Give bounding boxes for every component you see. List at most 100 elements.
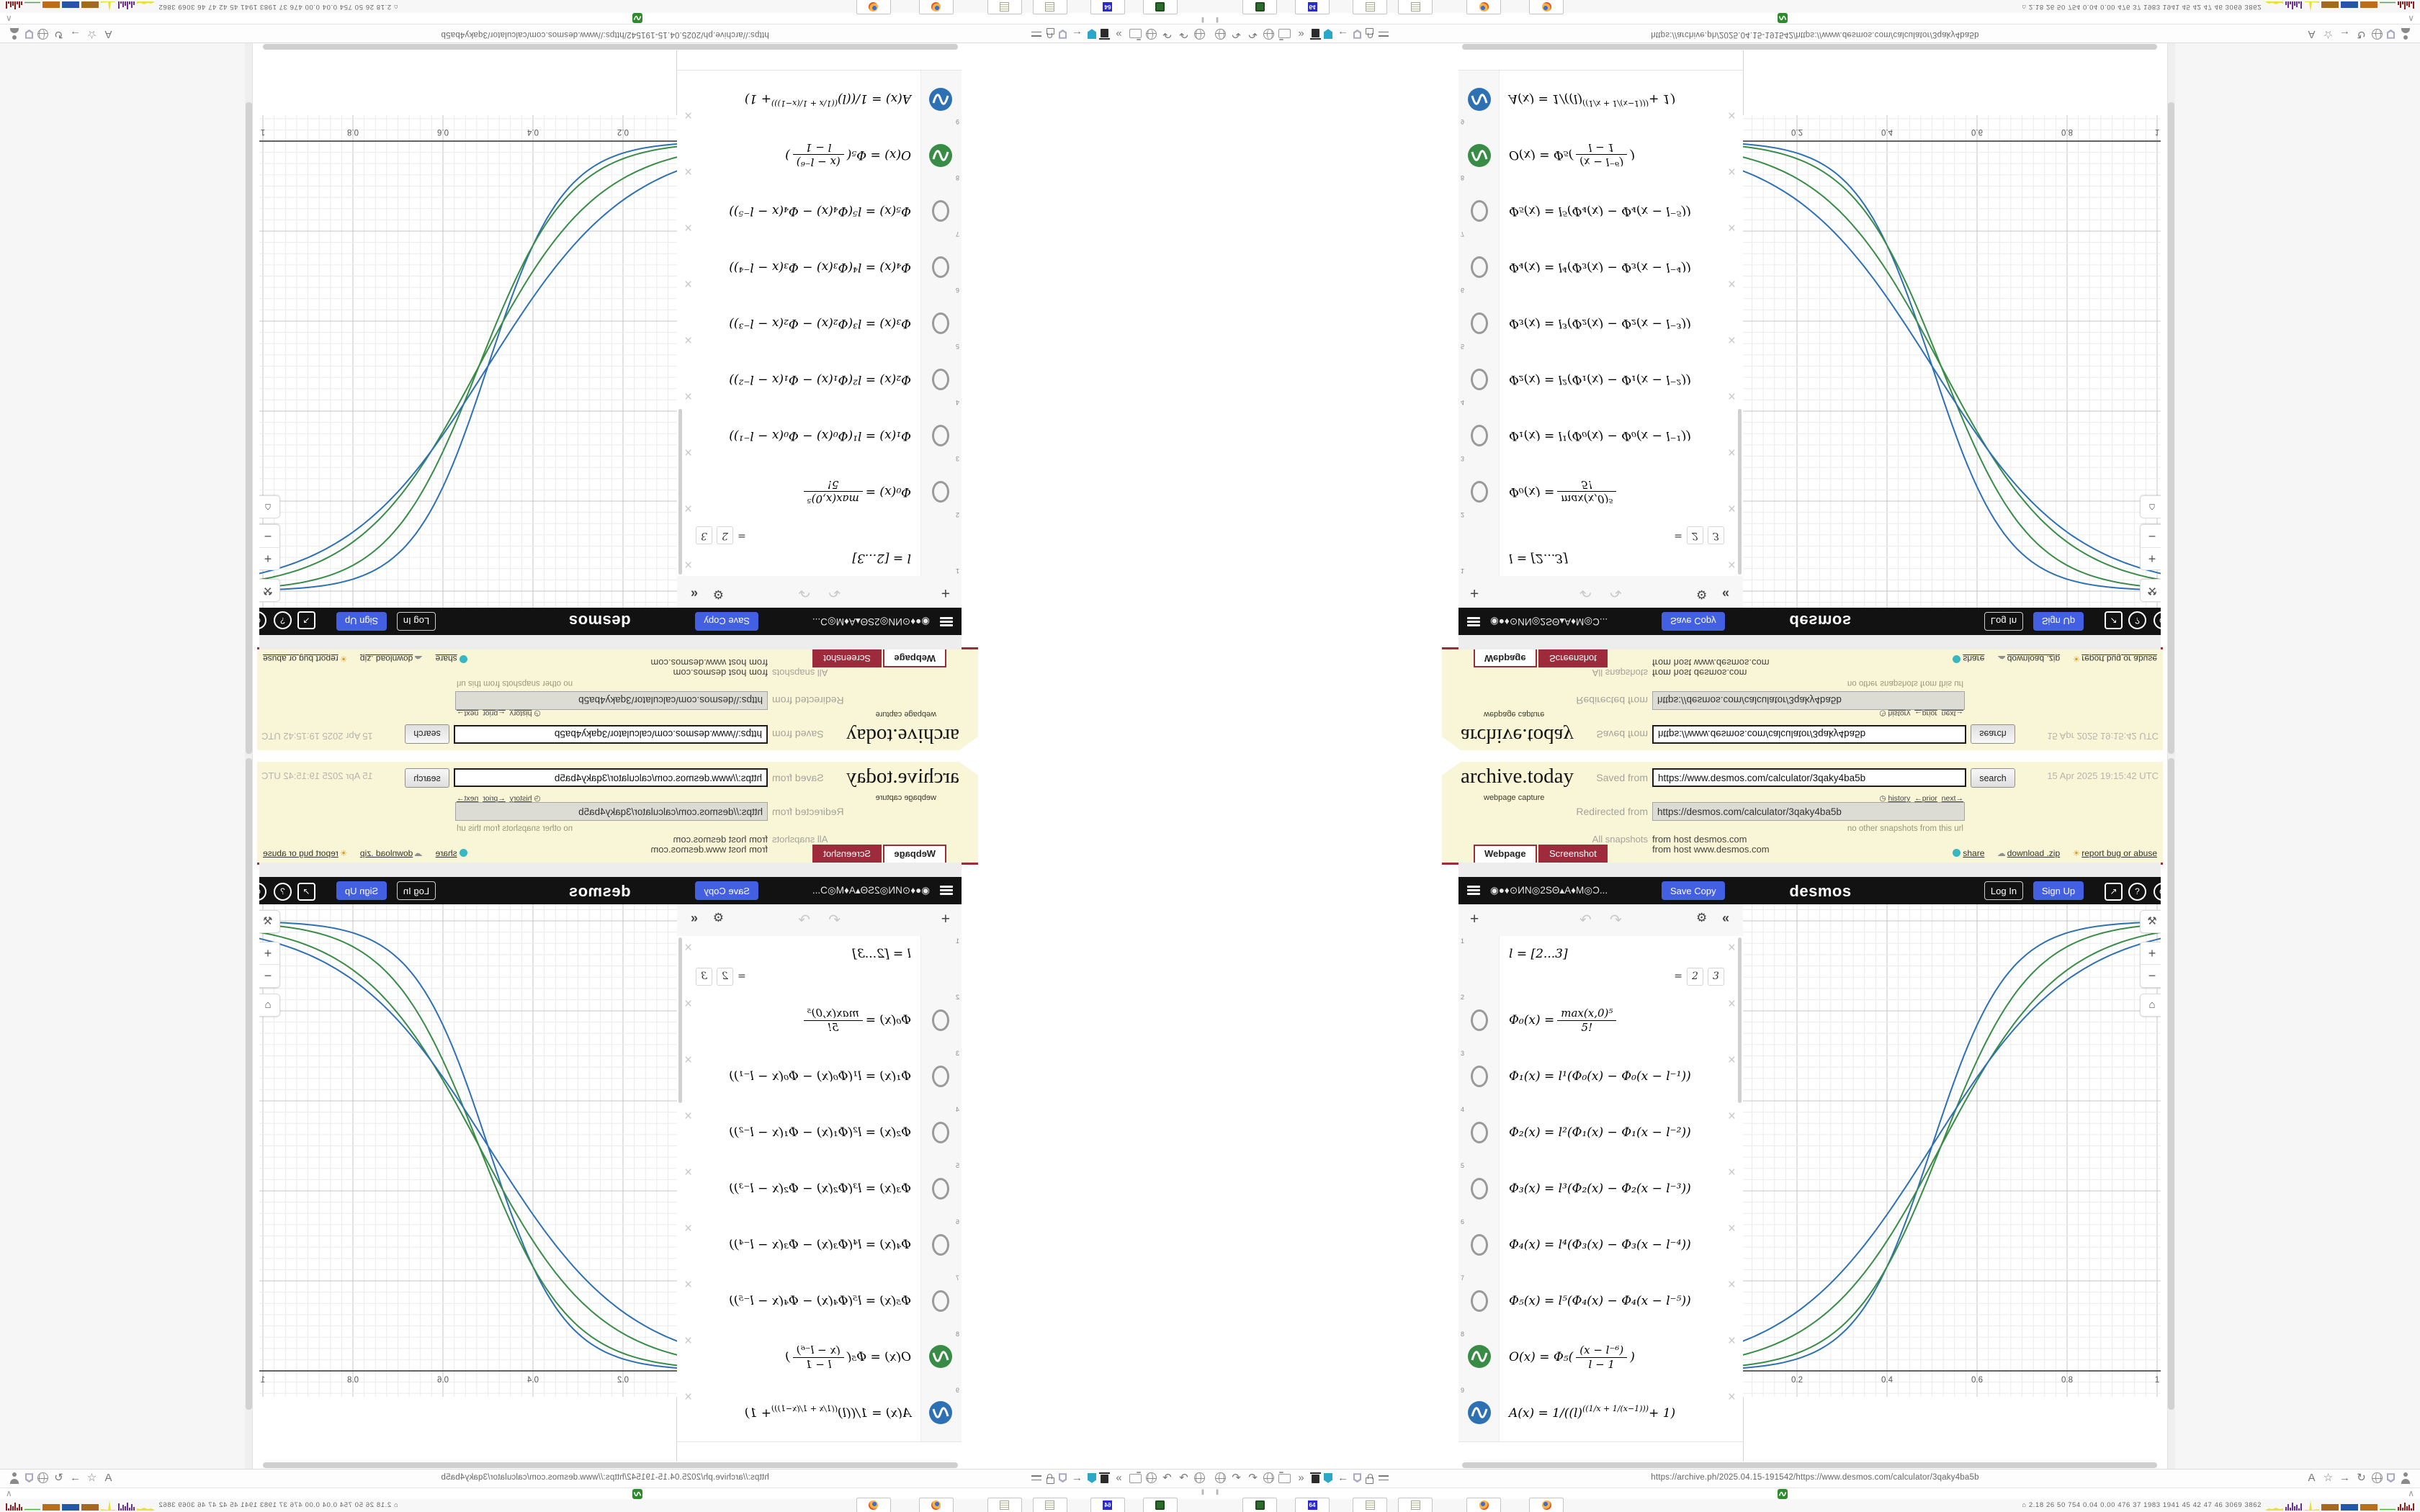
hidden-plot-circle-icon[interactable] xyxy=(932,1234,949,1256)
delete-expression-button[interactable]: × xyxy=(684,107,693,122)
function-curve[interactable] xyxy=(259,140,677,591)
delete-expression-button[interactable]: × xyxy=(1727,557,1736,572)
sliders-icon[interactable] xyxy=(1030,1472,1042,1484)
globe-icon[interactable] xyxy=(2372,28,2383,40)
function-curve[interactable] xyxy=(1743,143,2161,588)
sliders-icon[interactable] xyxy=(1378,28,1390,40)
save-copy-button[interactable]: Save Copy xyxy=(695,881,758,900)
tab-screenshot[interactable]: Screenshot xyxy=(812,647,882,667)
font-size-icon[interactable]: A xyxy=(104,1472,112,1485)
panel-scrollbar[interactable] xyxy=(678,409,682,575)
zoom-out-button[interactable]: − xyxy=(2148,529,2156,544)
delete-expression-button[interactable]: × xyxy=(1727,163,1736,179)
log-in-button[interactable]: Log In xyxy=(397,881,436,900)
lock-icon[interactable] xyxy=(1366,28,1373,35)
graph-title-scrambled[interactable]: ◉●♦⊙ИN◎2SΘ▴A♦M◎Ɔ... xyxy=(812,885,930,896)
graph-paper[interactable]: 0.2 0.4 0.6 0.8 1 ⚒ + − ⌂ xyxy=(1743,115,2161,608)
prior-link[interactable]: ←prior xyxy=(1914,794,1937,803)
delete-expression-button[interactable]: × xyxy=(684,163,693,179)
desmos-favicon[interactable] xyxy=(1778,1489,1788,1499)
shield-outline-icon[interactable] xyxy=(25,1473,33,1482)
taskbar-app-notepad[interactable] xyxy=(1398,0,1433,14)
expression-latex[interactable]: Φ₅(x) = l⁵(Φ₄(x) − Φ₄(x − l⁻⁵)) xyxy=(1509,183,1718,239)
taskbar-app-floppy-64[interactable]: 64 xyxy=(1090,1498,1125,1512)
taskbar-app-notepad[interactable] xyxy=(1353,0,1387,14)
expression-row[interactable]: 5 Φ₃(x) = l³(Φ₂(x) − Φ₂(x − l⁻³)) × xyxy=(1458,294,1743,351)
hidden-plot-circle-icon[interactable] xyxy=(932,481,949,503)
expression-latex[interactable]: Φ₀(x) = max(x,0)⁵ 5! xyxy=(702,464,911,520)
arrow-left-icon[interactable]: ← xyxy=(1337,27,1348,40)
hidden-plot-circle-icon[interactable] xyxy=(1471,1122,1488,1143)
history-link[interactable]: history xyxy=(509,709,532,718)
delete-expression-button[interactable]: × xyxy=(1727,996,1736,1012)
horizontal-scrollbar-thumb[interactable] xyxy=(1462,44,2157,50)
desmos-favicon[interactable] xyxy=(1778,13,1788,23)
search-button[interactable]: search xyxy=(405,724,449,744)
delete-expression-button[interactable]: × xyxy=(684,996,693,1012)
star-icon[interactable]: ☆ xyxy=(2323,27,2334,40)
taskbar-app-notepad[interactable] xyxy=(1033,1498,1067,1512)
panel-scrollbar[interactable] xyxy=(1738,409,1742,575)
reload-icon[interactable]: ↻ xyxy=(2357,1472,2366,1485)
sliders-icon[interactable] xyxy=(1378,1472,1390,1484)
expression-latex[interactable]: Φ₅(x) = l⁵(Φ₄(x) − Φ₄(x − l⁻⁵)) xyxy=(702,1273,911,1329)
delete-expression-button[interactable]: × xyxy=(1727,1333,1736,1349)
hidden-plot-circle-icon[interactable] xyxy=(932,1122,949,1143)
download-zip-link[interactable]: download .zip xyxy=(359,654,413,664)
expression-latex[interactable]: A(x) = 1/((l) ((1/x + 1/(x−1))) + 1) xyxy=(1509,1385,1718,1441)
redirected-from-input[interactable] xyxy=(1652,802,1965,821)
tab-webpage[interactable]: Webpage xyxy=(883,845,946,865)
archive-logo[interactable]: archive.today xyxy=(846,765,959,788)
redirected-from-input[interactable] xyxy=(455,691,768,710)
share-graph-icon[interactable]: ↗ xyxy=(2105,611,2123,629)
expression-latex[interactable]: Φ₄(x) = l⁴(Φ₃(x) − Φ₃(x − l⁻⁴)) xyxy=(1509,239,1718,295)
expression-latex[interactable]: Φ₃(x) = l³(Φ₂(x) − Φ₂(x − l⁻³)) xyxy=(702,1161,911,1217)
expression-row[interactable]: 6 Φ₄(x) = l⁴(Φ₃(x) − Φ₃(x − l⁻⁴)) × xyxy=(1458,238,1743,295)
shield-teal-icon[interactable] xyxy=(1088,1473,1096,1483)
expression-row[interactable]: 7 Φ₅(x) = l⁵(Φ₄(x) − Φ₄(x − l⁻⁵)) × xyxy=(677,1273,962,1330)
function-curve[interactable] xyxy=(259,143,677,588)
chevrons-icon[interactable]: » xyxy=(1298,27,1304,40)
delete-expression-button[interactable]: × xyxy=(1727,1053,1736,1068)
archive-logo[interactable]: archive.today xyxy=(1461,765,1574,788)
log-in-button[interactable]: Log In xyxy=(1984,881,2023,900)
delete-expression-button[interactable]: × xyxy=(1727,220,1736,235)
graph-settings-wrench-button[interactable]: ⚒ xyxy=(2140,579,2161,602)
delete-expression-button[interactable]: × xyxy=(1727,940,1736,955)
function-curve[interactable] xyxy=(259,927,677,1364)
next-link[interactable]: next→ xyxy=(1941,709,1963,718)
expression-row[interactable]: 1 l = [2...3] × = 23 xyxy=(677,519,962,576)
star-icon[interactable]: ☆ xyxy=(86,27,97,40)
desmos-favicon[interactable] xyxy=(632,1489,642,1499)
horizontal-scrollbar-thumb[interactable] xyxy=(263,44,958,50)
undo-button[interactable]: ↶ xyxy=(1579,912,1592,928)
shield-teal-icon[interactable] xyxy=(1324,29,1332,39)
delete-expression-button[interactable]: × xyxy=(684,444,693,459)
taskbar-app-notepad[interactable] xyxy=(987,0,1022,14)
tab-screenshot[interactable]: Screenshot xyxy=(1538,845,1608,865)
expression-latex[interactable]: Φ₃(x) = l³(Φ₂(x) − Φ₂(x − l⁻³)) xyxy=(1509,295,1718,351)
delete-expression-button[interactable]: × xyxy=(684,1109,693,1124)
taskbar-app-notepad[interactable] xyxy=(1398,1498,1433,1512)
expand-chrome-arrow[interactable]: ∧ xyxy=(2408,14,2414,24)
hidden-plot-circle-icon[interactable] xyxy=(932,1066,949,1087)
expression-latex[interactable]: Φ₂(x) = l²(Φ₁(x) − Φ₁(x − l⁻²)) xyxy=(1509,1104,1718,1161)
zoom-in-button[interactable]: + xyxy=(259,942,279,965)
shield-outline-icon[interactable] xyxy=(25,30,33,39)
collapse-panel-button[interactable]: « xyxy=(690,911,698,925)
settings-gear-icon[interactable]: ⚙ xyxy=(1696,588,1708,601)
person-icon[interactable] xyxy=(9,1472,21,1484)
save-copy-button[interactable]: Save Copy xyxy=(1662,881,1725,900)
person-icon[interactable] xyxy=(2399,28,2411,40)
delete-expression-button[interactable]: × xyxy=(1727,1109,1736,1124)
expression-row[interactable]: 3 Φ₁(x) = l¹(Φ₀(x) − Φ₀(x − l⁻¹)) × xyxy=(677,407,962,464)
delete-expression-button[interactable]: × xyxy=(684,1390,693,1405)
redo-icon[interactable]: ↷ xyxy=(1232,27,1241,40)
expression-latex[interactable]: Φ₄(x) = l⁴(Φ₃(x) − Φ₃(x − l⁻⁴)) xyxy=(702,239,911,295)
reload-icon[interactable]: ↻ xyxy=(54,27,63,40)
globe-icon[interactable] xyxy=(1146,1472,1157,1484)
plotted-curve-icon[interactable] xyxy=(1468,1345,1491,1368)
hidden-plot-circle-icon[interactable] xyxy=(932,1178,949,1200)
expression-row[interactable]: 7 Φ₅(x) = l⁵(Φ₄(x) − Φ₄(x − l⁻⁵)) × xyxy=(1458,182,1743,239)
horizontal-scrollbar-thumb[interactable] xyxy=(263,1462,958,1468)
